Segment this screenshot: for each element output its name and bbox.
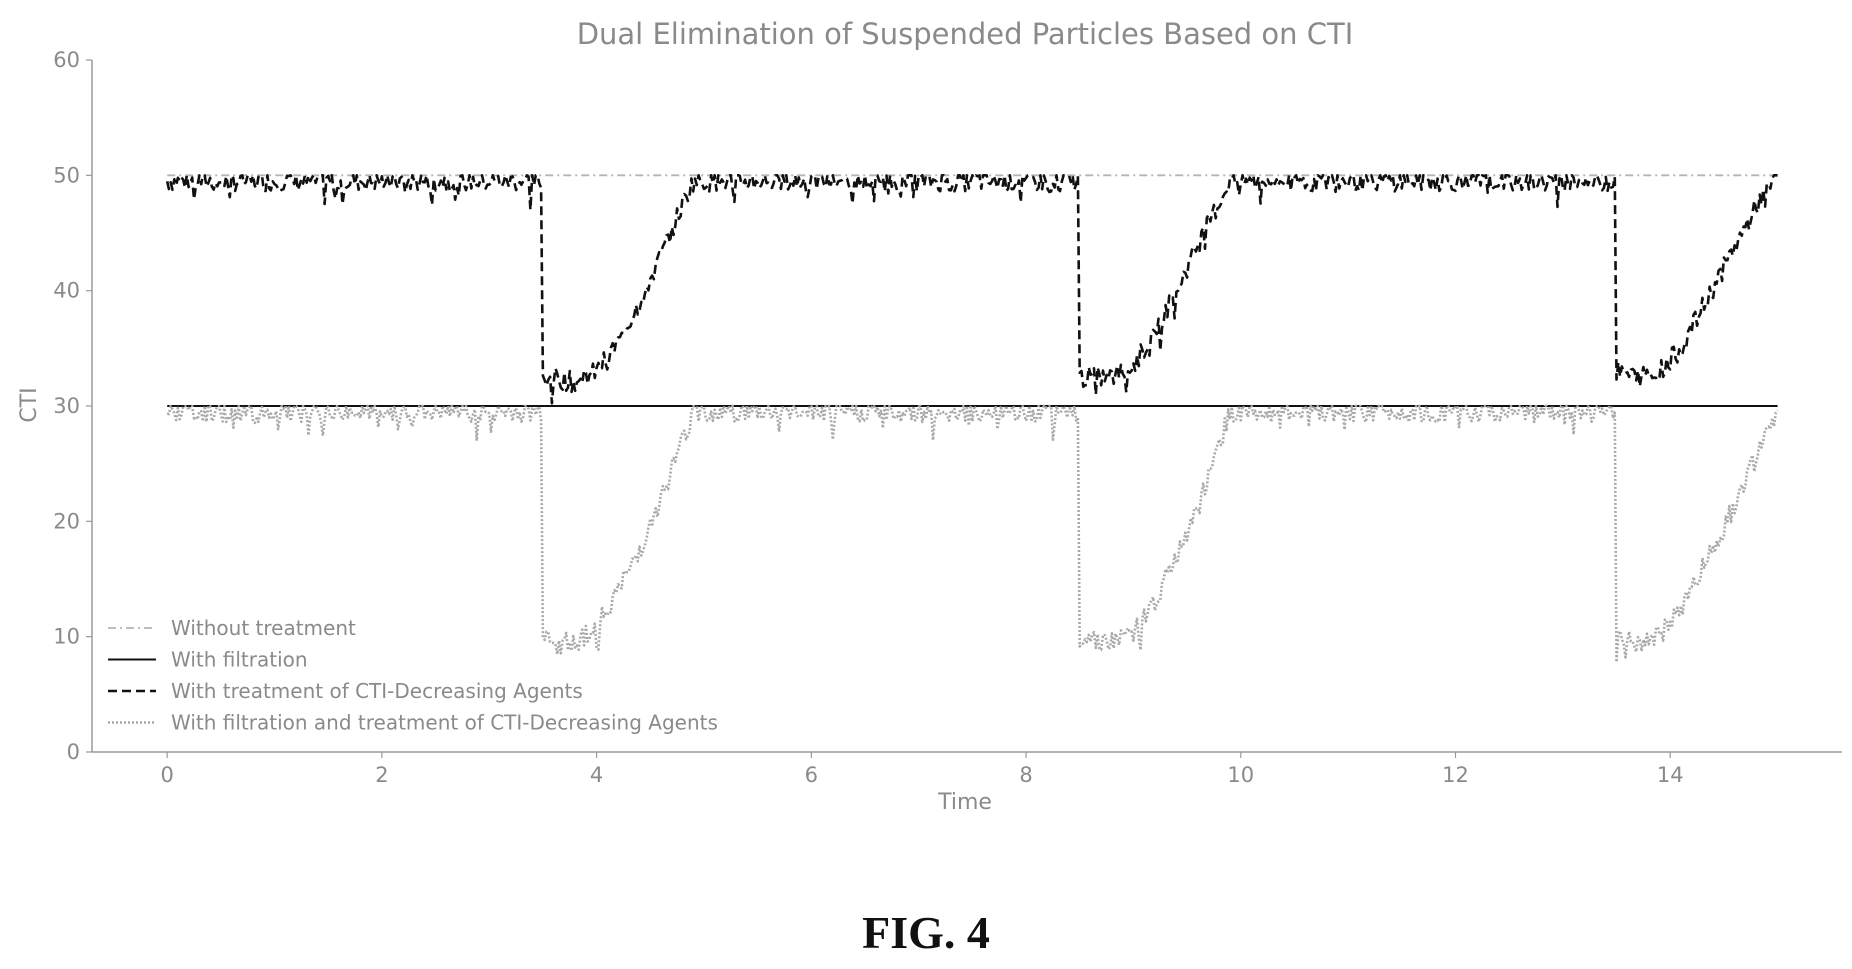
legend-label: Without treatment [171, 616, 356, 640]
x-tick-label: 12 [1442, 763, 1469, 787]
plot-area: 0 2 4 6 8 10 12 14 0 10 20 30 40 50 60 [53, 48, 1842, 787]
legend-label: With treatment of CTI-Decreasing Agents [171, 679, 583, 703]
legend-label: With filtration and treatment of CTI-Dec… [171, 711, 718, 735]
x-tick-label: 10 [1227, 763, 1254, 787]
y-axis-label: CTI [17, 387, 42, 422]
y-tick-label: 0 [67, 740, 80, 764]
legend-item: With filtration and treatment of CTI-Dec… [108, 711, 718, 735]
x-tick-label: 0 [160, 763, 173, 787]
x-tick-label: 2 [375, 763, 388, 787]
legend: Without treatment With filtration With tre… [108, 616, 718, 735]
legend-item: With treatment of CTI-Decreasing Agents [108, 679, 583, 703]
legend-item: Without treatment [108, 616, 356, 640]
y-tick-label: 40 [53, 279, 80, 303]
y-tick-label: 30 [53, 394, 80, 418]
series-line [165, 174, 1778, 405]
y-tick-label: 50 [53, 163, 80, 187]
series-line [166, 404, 1779, 664]
x-axis-label: Time [937, 790, 992, 815]
x-tick-label: 8 [1019, 763, 1032, 787]
y-ticks: 0 10 20 30 40 50 60 [53, 48, 92, 764]
x-tick-label: 4 [590, 763, 603, 787]
series-group [166, 404, 1779, 664]
series-group [165, 174, 1778, 405]
x-tick-label: 6 [805, 763, 818, 787]
x-ticks: 0 2 4 6 8 10 12 14 [160, 752, 1684, 787]
y-tick-label: 10 [53, 625, 80, 649]
y-tick-label: 20 [53, 509, 80, 533]
y-tick-label: 60 [53, 48, 80, 72]
legend-label: With filtration [171, 648, 308, 672]
x-tick-label: 14 [1657, 763, 1684, 787]
chart-title: Dual Elimination of Suspended Particles … [577, 17, 1354, 51]
legend-item: With filtration [108, 648, 308, 672]
figure-caption: FIG. 4 [862, 907, 990, 958]
series-layer [165, 174, 1779, 664]
